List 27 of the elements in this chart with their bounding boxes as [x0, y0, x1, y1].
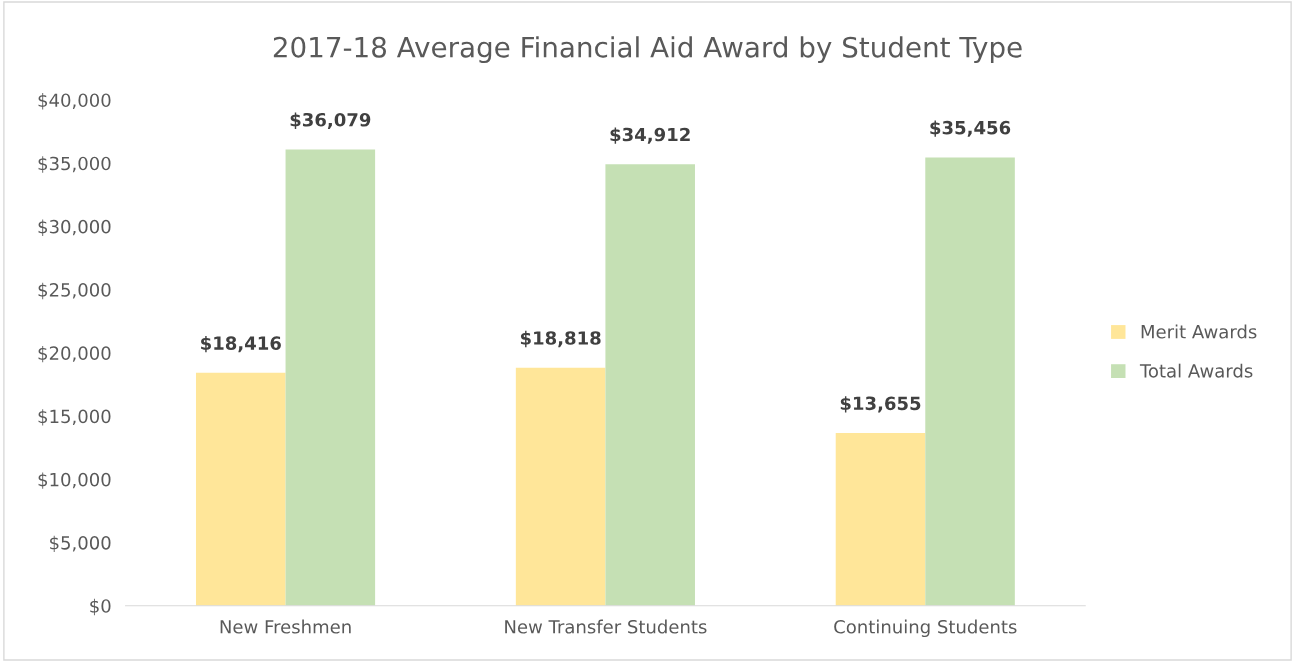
- y-tick-label: $10,000: [38, 472, 111, 489]
- y-tick-label: $5,000: [50, 535, 111, 553]
- bar: [605, 164, 695, 606]
- bar: [925, 157, 1015, 606]
- data-label: $34,912: [610, 127, 690, 144]
- bar: [285, 149, 376, 606]
- data-label: $13,655: [840, 396, 921, 413]
- bar: [835, 433, 926, 606]
- y-tick-label: $30,000: [38, 219, 111, 236]
- x-tick-label: New Transfer Students: [505, 619, 707, 634]
- data-label: $35,456: [930, 120, 1011, 137]
- legend-label: Total Awards: [1139, 363, 1253, 378]
- x-tick-label: Continuing Students: [834, 619, 1017, 638]
- y-tick-label: $35,000: [38, 156, 111, 173]
- y-tick-label: $25,000: [38, 282, 111, 300]
- chart-title: 2017-18 Average Financial Aid Award by Student Type: [273, 36, 1022, 64]
- x-tick-label: New Freshmen: [220, 619, 351, 634]
- legend-label: Merit Awards: [1141, 324, 1257, 339]
- y-tick-label: $0: [90, 598, 111, 616]
- data-label: $18,416: [201, 335, 281, 353]
- bar: [515, 367, 606, 606]
- bar: [195, 372, 286, 606]
- y-tick-label: $20,000: [38, 345, 111, 363]
- y-tick-label: $15,000: [38, 409, 111, 426]
- data-label: $18,818: [520, 330, 601, 348]
- data-label: $36,079: [290, 112, 371, 129]
- y-tick-label: $40,000: [38, 93, 111, 110]
